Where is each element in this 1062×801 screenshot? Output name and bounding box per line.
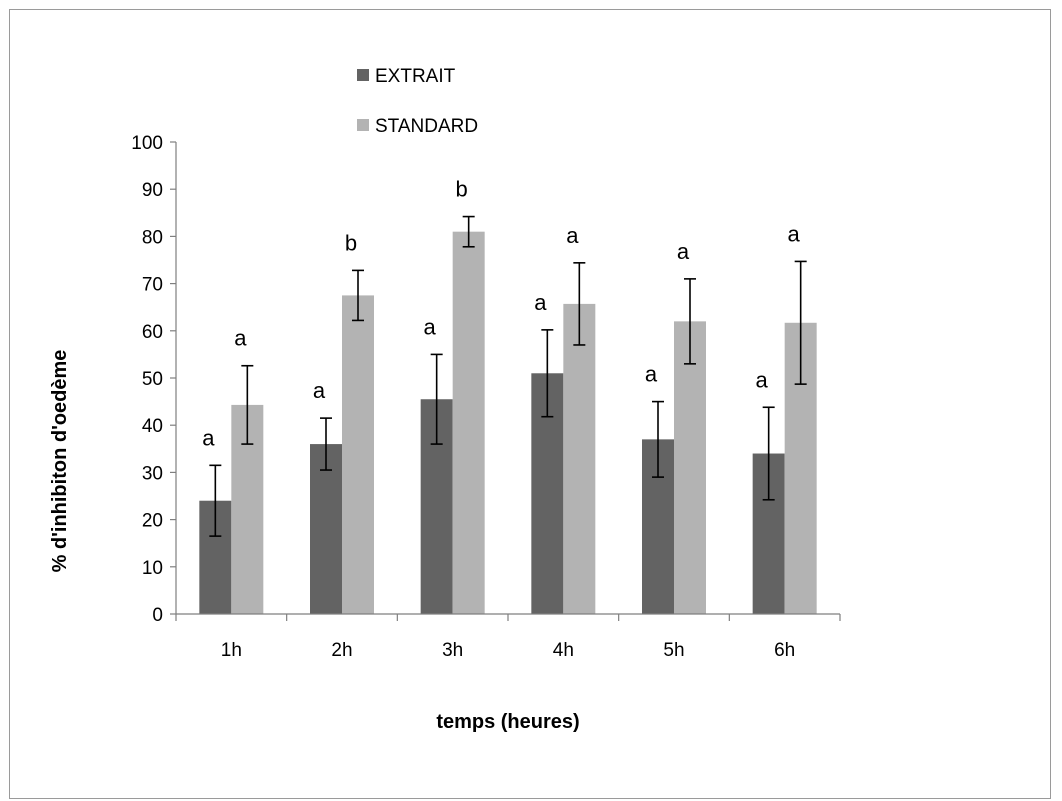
- significance-label-standard-3h: b: [456, 177, 468, 202]
- significance-label-standard-5h: a: [677, 239, 690, 264]
- significance-labels: a a a b a b a a a a a a: [202, 177, 800, 451]
- significance-label-extrait-1h: a: [202, 425, 215, 450]
- legend-label-standard: STANDARD: [375, 116, 478, 137]
- legend: EXTRAIT STANDARD: [357, 66, 478, 137]
- y-tick-label-100: 100: [131, 133, 163, 154]
- error-bars: [209, 215, 807, 537]
- y-tick-label-20: 20: [142, 511, 163, 532]
- y-tick-label-70: 70: [142, 275, 163, 296]
- x-tick-label-4h: 4h: [553, 640, 574, 661]
- x-tick-label-5h: 5h: [663, 640, 684, 661]
- x-tick-label-1h: 1h: [221, 640, 242, 661]
- x-tick-labels: 1h 2h 3h 4h 5h 6h: [221, 640, 795, 661]
- y-axis-title: % d'inhibiton d'oedème: [49, 350, 71, 573]
- significance-label-standard-2h: b: [345, 230, 357, 255]
- y-tick-label-10: 10: [142, 558, 163, 579]
- bars: [199, 231, 817, 614]
- significance-label-extrait-5h: a: [645, 362, 658, 387]
- legend-swatch-standard: [357, 119, 369, 131]
- y-tick-label-80: 80: [142, 227, 163, 248]
- legend-swatch-extrait: [357, 69, 369, 81]
- significance-label-extrait-2h: a: [313, 378, 326, 403]
- axes: [170, 141, 841, 621]
- y-tick-label-0: 0: [152, 605, 163, 626]
- y-tick-label-30: 30: [142, 463, 163, 484]
- legend-label-extrait: EXTRAIT: [375, 66, 456, 87]
- y-tick-labels: 0 10 20 30 40 50 60 70 80 90 100: [131, 133, 163, 626]
- bar-extrait-2h: [310, 444, 342, 614]
- y-tick-label-90: 90: [142, 180, 163, 201]
- significance-label-extrait-3h: a: [424, 314, 437, 339]
- significance-label-extrait-4h: a: [534, 290, 547, 315]
- bar-standard-4h: [563, 303, 596, 614]
- x-axis-title: temps (heures): [436, 711, 579, 733]
- x-tick-label-2h: 2h: [331, 640, 352, 661]
- significance-label-extrait-6h: a: [756, 367, 769, 392]
- bar-standard-5h: [674, 321, 706, 614]
- chart-frame: [9, 9, 1051, 799]
- y-tick-label-50: 50: [142, 369, 163, 390]
- bar-standard-3h: [452, 231, 485, 614]
- x-tick-label-6h: 6h: [774, 640, 795, 661]
- significance-label-standard-4h: a: [566, 223, 579, 248]
- significance-label-standard-6h: a: [788, 221, 801, 246]
- y-tick-label-40: 40: [142, 416, 163, 437]
- significance-label-standard-1h: a: [234, 326, 247, 351]
- x-tick-label-3h: 3h: [442, 640, 463, 661]
- y-tick-label-60: 60: [142, 322, 163, 343]
- bar-standard-2h: [342, 295, 374, 614]
